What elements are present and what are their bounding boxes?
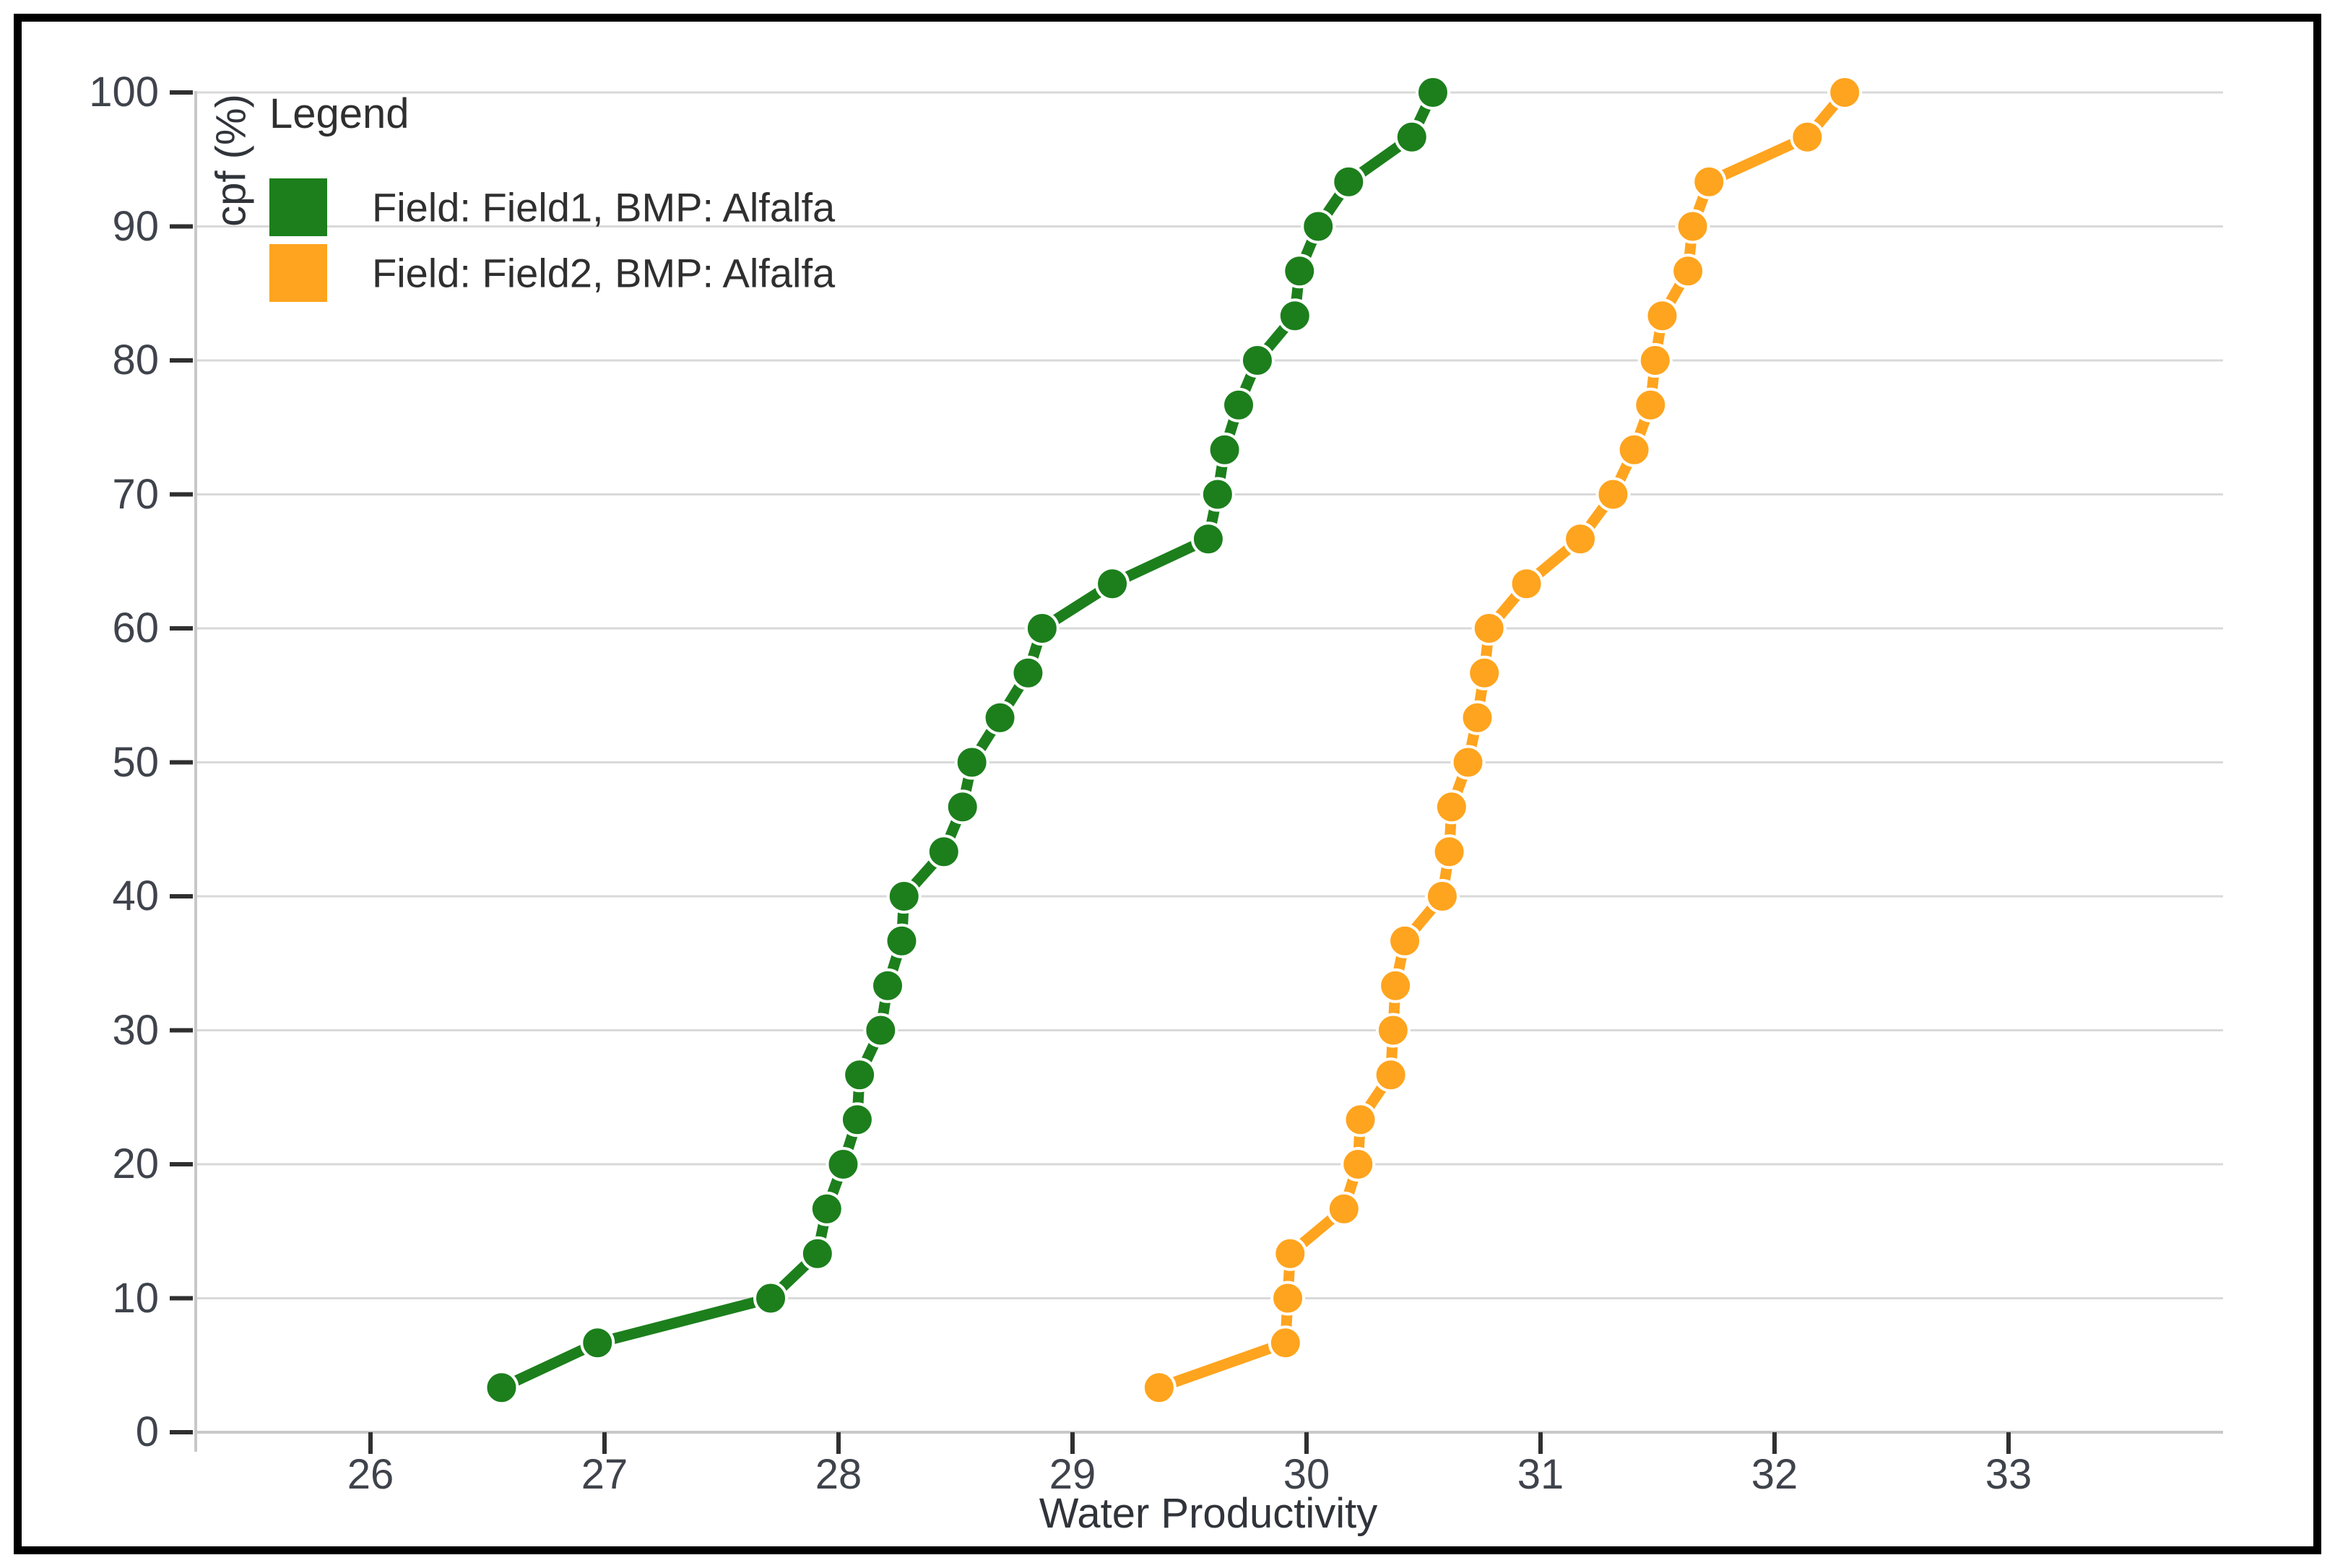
x-tick-label: 26 [347,1451,394,1498]
series-marker-0 [826,1147,861,1182]
y-tick-label: 60 [112,605,159,651]
series-marker-1 [1637,343,1673,378]
y-tick-label: 70 [112,470,159,518]
series-marker-1 [1340,1147,1376,1182]
series-marker-0 [886,879,922,914]
series-marker-1 [1450,745,1486,780]
series-marker-0 [1024,611,1060,646]
series-marker-0 [870,968,906,1003]
series-marker-0 [809,1191,844,1226]
series-marker-1 [1273,1236,1308,1271]
series-marker-1 [1790,119,1825,155]
y-tick-label: 40 [112,872,159,919]
legend-swatch-field2-icon [269,244,327,302]
series-line-1 [1153,87,1850,1393]
series-marker-1 [1675,209,1710,244]
series-marker-0 [1301,209,1336,244]
series-marker-0 [580,1325,615,1361]
series-marker-1 [1373,1057,1408,1093]
series-marker-0 [1415,75,1450,110]
series-marker-0 [954,745,989,780]
series-marker-1 [1467,655,1502,690]
y-axis-title: cpf (%) [207,94,255,227]
series-marker-0 [800,1236,835,1271]
series-marker-0 [1095,566,1130,602]
x-axis-title: Water Productivity [1039,1490,1378,1537]
series-marker-0 [1239,343,1275,378]
series-marker-0 [884,923,919,958]
legend-title: Legend [269,90,410,137]
series-marker-1 [1827,75,1863,110]
x-tick-label: 32 [1751,1451,1798,1498]
series-marker-1 [1616,432,1652,467]
series-marker-1 [1460,700,1495,735]
series-marker-1 [1633,387,1668,423]
series-marker-0 [1207,432,1242,467]
series-marker-1 [1645,298,1680,334]
series-marker-0 [839,1102,875,1138]
series-marker-0 [1190,521,1226,557]
series-marker-1 [1326,1191,1361,1226]
series-marker-0 [1221,387,1257,423]
series-marker-1 [1387,923,1423,958]
series-marker-1 [1509,566,1544,602]
x-tick-label: 33 [1985,1451,2032,1498]
x-tick-label: 27 [581,1451,628,1498]
series-marker-1 [1343,1102,1378,1138]
x-tick-label: 31 [1517,1451,1564,1498]
series-marker-1 [1471,611,1507,646]
series-marker-0 [1394,119,1429,155]
y-tick-label: 20 [112,1140,159,1187]
series-marker-0 [1010,655,1046,690]
series-marker-1 [1691,164,1727,199]
series-marker-0 [1277,298,1312,334]
y-tick-label: 80 [112,337,159,384]
series-marker-1 [1268,1325,1303,1361]
y-tick-label: 90 [112,202,159,250]
series-marker-1 [1671,254,1706,289]
series-marker-1 [1270,1281,1306,1316]
legend-item-label: Field: Field1, BMP: Alfalfa [372,184,836,230]
y-tick-label: 0 [135,1408,159,1455]
series-marker-1 [1563,521,1598,557]
series-marker-0 [842,1057,878,1093]
series-marker-0 [1282,254,1317,289]
x-tick-label: 30 [1283,1451,1330,1498]
x-tick-label: 29 [1049,1451,1096,1498]
legend: Legend Field: Field1, BMP: Alfalfa Field… [269,90,835,302]
series-marker-0 [982,700,1018,735]
series-marker-0 [484,1370,519,1405]
y-tick-label: 30 [112,1006,159,1054]
y-tick-label: 10 [112,1274,159,1322]
series-marker-1 [1595,477,1631,512]
series-marker-0 [1200,477,1235,512]
series-marker-1 [1141,1370,1177,1405]
legend-item-label: Field: Field2, BMP: Alfalfa [372,250,836,296]
y-tick-label: 100 [89,69,159,116]
y-tick-label: 50 [112,738,159,786]
series-marker-0 [1331,164,1366,199]
series-marker-0 [926,834,961,870]
series-marker-0 [945,789,980,825]
series-marker-1 [1378,968,1413,1003]
x-tick-label: 28 [815,1451,862,1498]
series-marker-0 [863,1013,898,1048]
series-marker-0 [753,1281,789,1316]
series-marker-1 [1431,834,1467,870]
series-marker-1 [1434,789,1469,825]
legend-swatch-field1-icon [269,178,327,236]
series-marker-1 [1424,879,1460,914]
series-marker-1 [1375,1013,1411,1048]
